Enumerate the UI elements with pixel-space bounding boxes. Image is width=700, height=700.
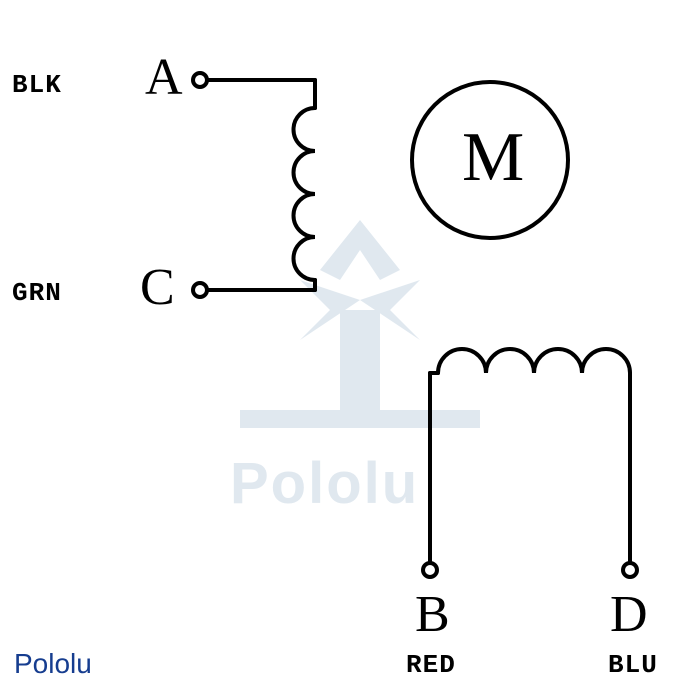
terminal-d-label: D	[610, 585, 648, 644]
wire-color-blu: BLU	[608, 650, 658, 680]
terminal-b-label: B	[415, 585, 450, 644]
brand-text: Pololu	[14, 648, 92, 680]
motor-label: M	[462, 118, 524, 198]
stepper-motor-schematic	[0, 0, 700, 700]
terminal-c-label: C	[140, 258, 175, 317]
wire-color-blk: BLK	[12, 70, 62, 100]
terminal-a-label: A	[145, 48, 183, 107]
wire-color-grn: GRN	[12, 278, 62, 308]
wire-color-red: RED	[406, 650, 456, 680]
